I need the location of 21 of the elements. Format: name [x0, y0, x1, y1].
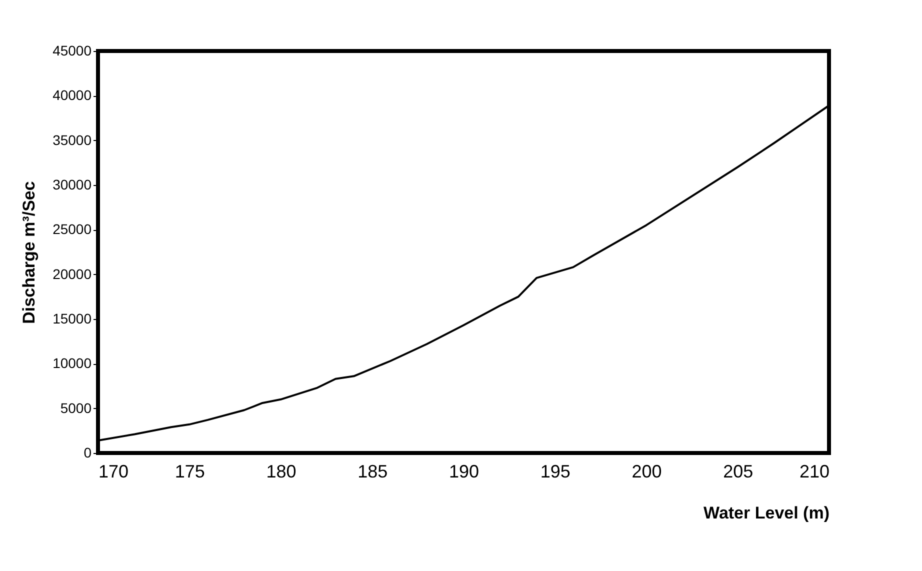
y-axis-title: Discharge m³/Sec [20, 181, 39, 324]
y-tick-label: 20000 [52, 266, 92, 282]
y-tick-label: 40000 [52, 87, 92, 104]
x-tick-label: 175 [174, 462, 205, 482]
x-tick-label: 210 [799, 462, 830, 482]
x-tick-label: 185 [358, 462, 388, 482]
y-tick-label: 25000 [52, 221, 92, 238]
x-tick-label: 170 [98, 462, 129, 482]
x-tick-label: 180 [266, 462, 296, 482]
y-tick-label: 45000 [52, 42, 92, 58]
y-tick-label: 0 [84, 444, 92, 460]
y-tick-label: 30000 [52, 176, 92, 192]
x-axis-title: Water Level (m) [704, 504, 830, 522]
y-tick-label: 10000 [52, 355, 92, 372]
y-tick-label: 35000 [52, 132, 92, 148]
x-tick-label: 190 [448, 462, 480, 482]
x-tick-label: 195 [540, 462, 570, 482]
x-tick-label: 205 [723, 462, 754, 482]
y-tick-label: 5000 [60, 400, 92, 416]
x-tick-label: 200 [632, 462, 662, 482]
y-tick-label: 15000 [52, 310, 92, 326]
